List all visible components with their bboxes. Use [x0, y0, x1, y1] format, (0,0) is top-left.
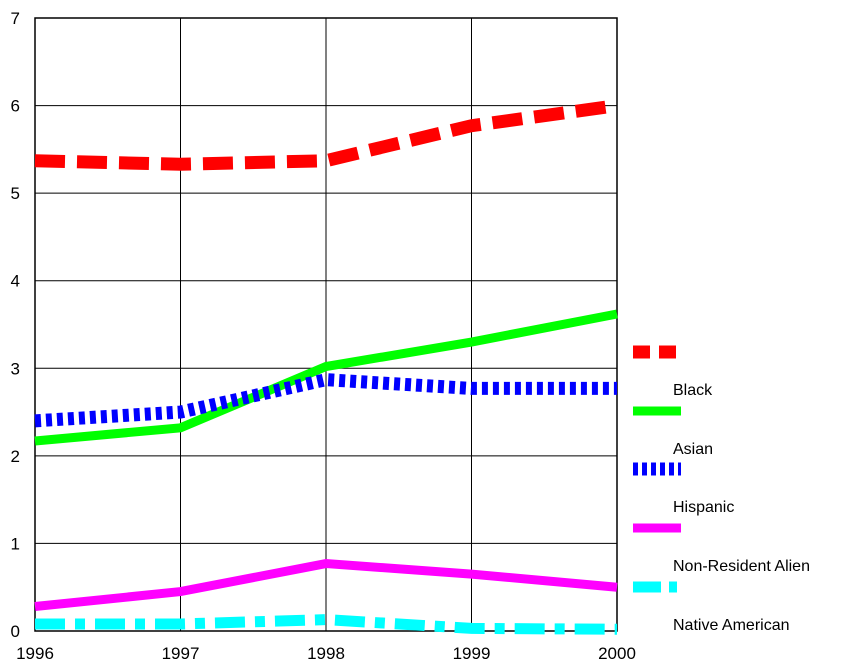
- series-line: [34, 373, 617, 428]
- legend: Black Asian Hispanic Non-Resident Alien Nati…: [633, 345, 810, 634]
- plot-area: [34, 17, 618, 632]
- legend-label: Hispanic: [673, 499, 734, 516]
- y-axis-ticks: 0 1 2 3 4 5 6 7: [11, 9, 20, 641]
- series-line: [35, 614, 618, 635]
- series-lines: [34, 99, 618, 635]
- x-tick-label: 1998: [307, 644, 345, 663]
- y-tick-label: 3: [11, 359, 20, 378]
- y-tick-label: 2: [11, 447, 20, 466]
- legend-label: Black: [673, 382, 713, 399]
- x-tick-label: 1996: [16, 644, 54, 663]
- series-line: [34, 559, 618, 611]
- series-line: [34, 99, 618, 171]
- series-line: [34, 309, 618, 446]
- y-tick-label: 0: [11, 622, 20, 641]
- y-tick-label: 5: [11, 184, 20, 203]
- y-tick-label: 1: [11, 534, 20, 553]
- legend-label: Non-Resident Alien: [673, 558, 810, 575]
- x-tick-label: 2000: [598, 644, 636, 663]
- gridlines: [34, 17, 618, 632]
- x-axis-ticks: 1996 1997 1998 1999 2000: [16, 644, 636, 663]
- y-tick-label: 7: [11, 9, 20, 28]
- legend-label: Native American: [673, 617, 790, 634]
- x-tick-label: 1997: [162, 644, 200, 663]
- y-tick-label: 4: [11, 272, 20, 291]
- x-tick-label: 1999: [453, 644, 491, 663]
- legend-label: Asian: [673, 441, 713, 458]
- y-tick-label: 6: [11, 97, 20, 116]
